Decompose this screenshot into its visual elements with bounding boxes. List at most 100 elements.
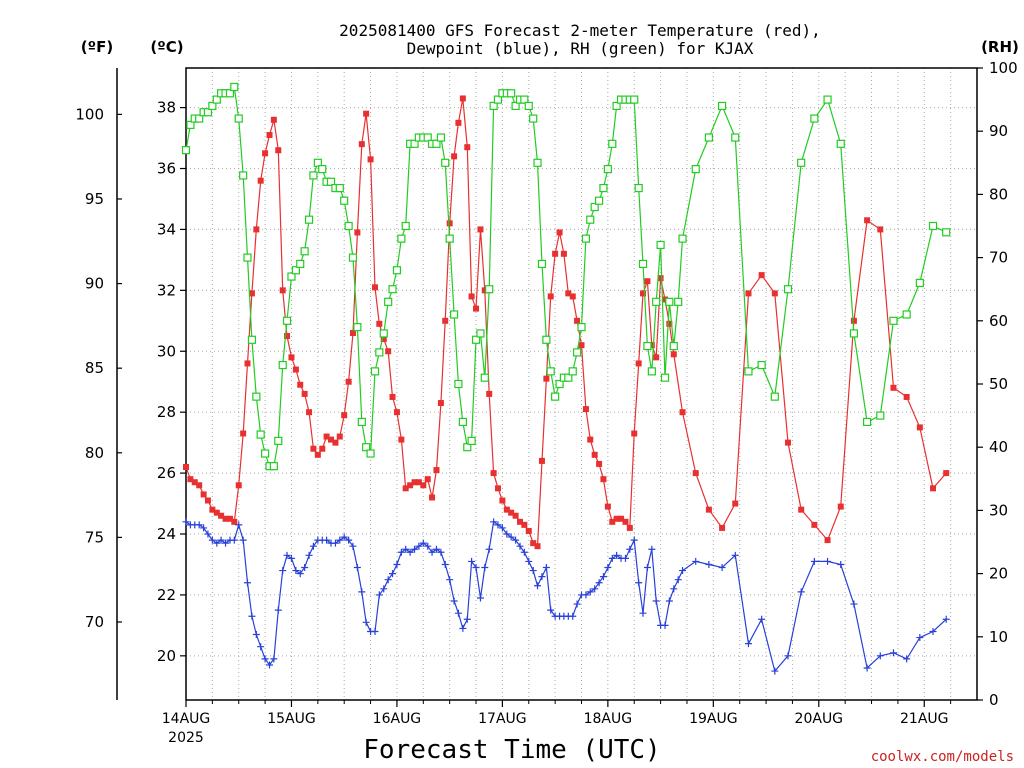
dewpoint-point [547, 606, 555, 614]
dewpoint-point [652, 597, 660, 605]
rh-point [783, 285, 793, 294]
rh-point [704, 133, 714, 142]
temperature-point [587, 436, 594, 443]
chart-title-line2: Dewpoint (blue), RH (green) for KJAX [407, 39, 754, 58]
dewpoint-point [916, 634, 924, 642]
temperature-point [538, 457, 545, 464]
rh-point [423, 133, 432, 142]
rh-point [467, 436, 476, 445]
dewpoint-point [441, 560, 449, 568]
dewpoint-point [406, 548, 414, 556]
dewpoint-point [323, 536, 331, 544]
dewpoint-point [463, 615, 471, 623]
temperature-point [336, 433, 343, 440]
dewpoint-point [731, 551, 739, 559]
dewpoint-line [185, 520, 947, 673]
temperature-point [494, 485, 501, 492]
dewpoint-point [235, 521, 243, 529]
temperature-point [376, 320, 383, 327]
rh-point [665, 297, 674, 306]
temperature-point [393, 409, 400, 416]
dewpoint-point [384, 576, 392, 584]
temperature-point [301, 390, 308, 397]
rh-point [348, 253, 358, 262]
temperature-point [582, 406, 589, 413]
rh-point [572, 348, 582, 357]
temperature-point [446, 220, 453, 227]
series-temperature [183, 95, 950, 550]
rh-point [344, 221, 353, 231]
rh-point [296, 259, 305, 269]
rh-point [564, 373, 573, 382]
dewpoint-point [665, 597, 673, 605]
temperature-point [486, 390, 493, 397]
rh-point [195, 114, 204, 123]
celsius-tick-label: 22 [157, 586, 176, 604]
rh-point [902, 310, 911, 319]
rh-point [643, 341, 652, 351]
rh-point [313, 158, 322, 167]
temperature-point [415, 479, 422, 486]
rh-tick-label: 0 [989, 691, 999, 709]
rh-point [608, 139, 617, 148]
temperature-point [609, 518, 616, 525]
rh-point [485, 285, 494, 294]
dewpoint-point [903, 655, 911, 663]
temperature-point [314, 451, 321, 458]
dewpoint-point [419, 539, 427, 547]
rh-point [445, 234, 454, 243]
temperature-point [670, 351, 677, 358]
rh-point [529, 114, 538, 123]
dewpoint-point [182, 518, 190, 526]
rh-point [309, 171, 318, 180]
dewpoint-point [301, 564, 309, 572]
dewpoint-point [345, 536, 353, 544]
rh-point [252, 392, 261, 401]
temperature-point [204, 497, 211, 504]
celsius-tick-label: 26 [157, 464, 176, 482]
dewpoint-point [784, 652, 792, 660]
rh-point [375, 348, 384, 357]
dewpoint-point [468, 557, 476, 565]
temperature-point [341, 412, 348, 419]
rh-tick-label: 70 [989, 249, 1008, 267]
temperature-point [719, 524, 726, 531]
temperature-point [323, 433, 330, 440]
fahrenheit-axis-unit: (ºF) [81, 38, 113, 56]
temperature-point [310, 445, 317, 452]
dewpoint-point [942, 615, 950, 623]
dewpoint-point [507, 533, 515, 541]
temperature-point [292, 366, 299, 373]
temperature-point [626, 524, 633, 531]
x-tick-label: 14AUG [162, 711, 211, 727]
rh-point [362, 443, 371, 452]
rh-point [212, 95, 221, 104]
temperature-point [811, 521, 818, 528]
temperature-point [385, 348, 392, 355]
rh-point [239, 171, 248, 180]
rh-point [634, 183, 643, 193]
rh-point [507, 89, 516, 98]
temperature-point [244, 360, 251, 367]
temperature-point [679, 409, 686, 416]
dewpoint-point [266, 661, 274, 669]
rh-point [318, 165, 327, 174]
rh-point [590, 202, 599, 212]
temperature-point [363, 110, 370, 117]
temperature-point [266, 132, 273, 139]
rh-point [555, 379, 564, 389]
temperature-point [407, 482, 414, 489]
rh-point [849, 329, 859, 338]
rh-tick-label: 80 [989, 185, 1008, 203]
temperature-point [411, 479, 418, 486]
rh-tick-label: 60 [989, 312, 1008, 330]
rh-point [340, 196, 349, 205]
dewpoint-point [437, 548, 445, 556]
rh-point [471, 335, 481, 344]
rh-point [392, 266, 402, 275]
temperature-point [218, 512, 225, 519]
temperature-point [530, 540, 537, 547]
temperature-point [380, 336, 387, 343]
dewpoint-point [283, 551, 291, 559]
fahrenheit-tick-label: 85 [85, 359, 104, 377]
